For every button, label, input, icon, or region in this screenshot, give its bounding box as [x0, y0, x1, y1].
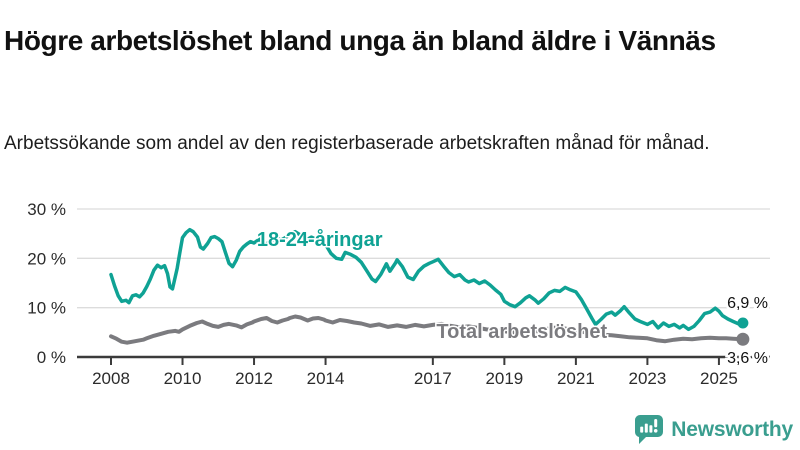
series-end-dot-youth — [737, 317, 749, 329]
x-tick-label: 2012 — [235, 369, 273, 388]
x-tick-label: 2010 — [164, 369, 202, 388]
x-tick-label: 2008 — [92, 369, 130, 388]
brand-name: Newsworthy — [671, 417, 793, 441]
page-title: Högre arbetslöshet bland unga än bland ä… — [4, 24, 716, 56]
x-tick-label: 2014 — [307, 369, 345, 388]
newsworthy-speech-bubble-bar-chart-icon — [635, 415, 664, 444]
y-tick-label: 20 % — [27, 249, 66, 268]
chart-subtitle: Arbetssökande som andel av den registerb… — [4, 133, 710, 154]
series-label-youth: 18-24-åringar — [257, 228, 383, 251]
series-end-dot-total — [736, 332, 750, 346]
end-value-label-youth: 6,9 % — [727, 295, 768, 312]
x-tick-label: 2023 — [628, 369, 666, 388]
y-tick-label: 0 % — [37, 348, 66, 367]
series-line-youth — [109, 227, 745, 332]
y-tick-label: 30 % — [27, 200, 66, 219]
x-tick-label: 2025 — [700, 369, 738, 388]
x-tick-label: 2017 — [414, 369, 452, 388]
series-line-total — [109, 314, 745, 345]
x-tick-label: 2019 — [485, 369, 523, 388]
y-tick-label: 10 % — [27, 299, 66, 318]
x-tick-label: 2021 — [557, 369, 595, 388]
series-label-total: Total arbetslöshet — [436, 321, 607, 343]
end-value-label-total: 3,6 % — [727, 350, 768, 367]
newsworthy-logo: Newsworthy — [634, 414, 793, 445]
